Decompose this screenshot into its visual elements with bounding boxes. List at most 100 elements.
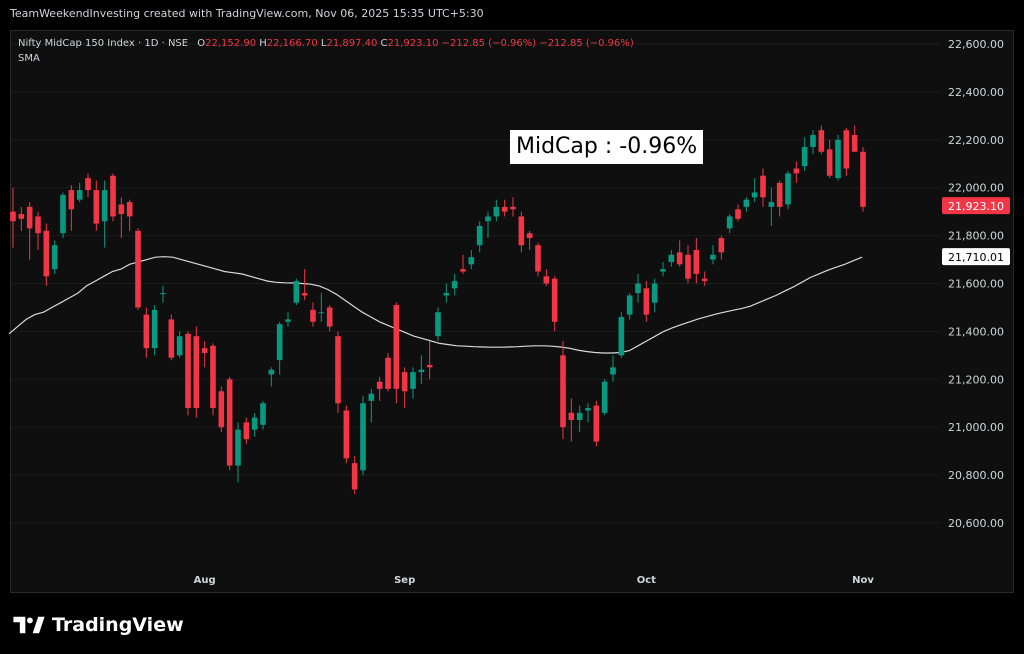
candle-body-down [676,252,683,265]
candle-body-down [210,345,216,409]
candle-body-down [518,216,525,246]
candle-body-down [860,151,866,207]
candle-body-down [843,130,850,169]
candle-body-down [593,405,600,442]
y-tick-label: 20,800.00 [948,469,1004,482]
sma-line [8,256,863,354]
candle-body-down [685,254,691,279]
candle-body-down [168,319,175,358]
symbol-legend[interactable]: Nifty MidCap 150 Index · 1D · NSE O22,15… [18,38,634,49]
candle-body-down [401,372,408,392]
candle-body-up [235,429,241,466]
y-tick-label: 21,200.00 [948,373,1004,386]
candle-body-up [318,312,325,314]
sma-price-tag [942,248,1010,266]
candle-body-up [468,257,475,265]
candle-body-down [126,202,133,217]
candle-body-up [176,336,183,356]
candle-body-down [335,336,341,404]
candle-body-up [660,269,666,272]
candle-body-up [635,283,641,294]
y-tick-label: 21,600.00 [948,278,1004,291]
candle-body-up [743,199,750,207]
candle-body-down [718,237,725,253]
candle-body-down [343,410,350,459]
candle-body-down [110,175,116,217]
candle-body-up [160,293,166,295]
candle-body-down [826,149,833,176]
attribution-text: TeamWeekendInvesting created with Tradin… [10,7,484,20]
candle-body-up [726,216,733,229]
annotation-label: MidCap : -0.96% [510,130,704,164]
candle-body-up [476,226,483,246]
tradingview-logo-icon [13,616,45,634]
candle-body-up [485,216,491,222]
candle-body-down [310,309,316,322]
candle-body-down [201,348,208,353]
candle-body-down [701,278,708,282]
candle-body-up [751,192,758,198]
candle-body-up [785,173,791,205]
brand-name: TradingView [52,614,184,636]
last-price-tag [942,197,1010,215]
candle-body-down [643,288,650,315]
candle-body-down [760,175,766,198]
candle-body-up [76,190,83,200]
candle-body-down [543,276,550,284]
candle-body-up [651,283,658,303]
candle-body-down [301,293,308,296]
candle-body-down [143,314,150,349]
candle-body-up [368,393,375,401]
candle-body-down [185,333,191,409]
candle-body-down [351,463,358,490]
candle-body-down [243,422,250,440]
high-label: H [259,38,267,49]
sma-price-label: 21,710.01 [948,251,1004,264]
open-value: 22,152.90 [205,38,257,49]
y-tick-label: 21,000.00 [948,421,1004,434]
candle-body-up [710,254,716,260]
candle-body-up [768,202,775,207]
low-label: L [320,38,327,49]
change-value-2: −212.85 (−0.96%) [539,38,634,49]
candle-body-down [193,336,200,409]
x-tick-label: Nov [852,575,874,586]
candle-body-down [851,135,858,152]
candle-body-up [576,412,583,421]
candle-body-up [835,139,841,179]
brand-logo: TradingView [12,612,184,638]
candle-body-down [460,269,466,272]
candle-body-down [426,364,433,368]
chart-panel[interactable] [10,30,1014,593]
x-tick-label: Aug [194,575,216,586]
candle-body-down [526,233,533,238]
candle-body-down [68,190,75,210]
candle-body-down [26,206,33,229]
candle-body-up [293,281,300,303]
candle-body-up [626,295,633,315]
candle-body-down [693,249,700,274]
candle-body-up [276,324,283,361]
candle-body-down [35,216,41,234]
candle-body-down [376,381,383,389]
candle-body-up [601,381,608,413]
candle-body-down [535,245,541,272]
candle-body-up [610,367,616,375]
indicator-legend[interactable]: SMA [18,53,40,64]
y-tick-label: 22,200.00 [948,134,1004,147]
candle-body-down [43,230,50,277]
candle-body-up [51,245,58,270]
candle-body-down [501,206,508,212]
candle-body-down [118,204,125,215]
candle-body-up [285,319,291,322]
x-tick-label: Sep [394,575,415,586]
candle-body-down [218,391,225,428]
y-tick-label: 22,600.00 [948,38,1004,51]
candle-body-up [435,312,441,337]
candle-body-down [393,305,400,389]
candle-body-up [60,194,66,234]
candle-body-up [251,417,258,430]
change-value: −212.85 (−0.96%) [441,38,537,49]
candle-body-up [585,408,591,411]
